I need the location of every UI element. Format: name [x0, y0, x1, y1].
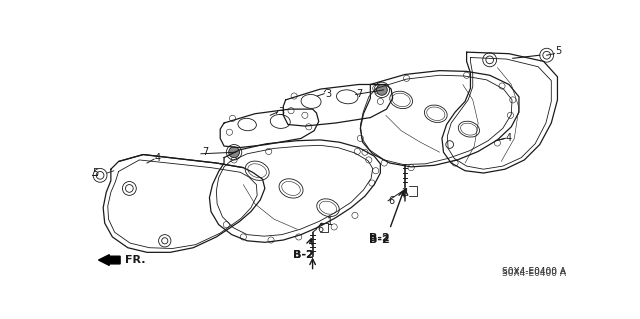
Text: B-2: B-2 — [293, 250, 314, 260]
Text: B-2: B-2 — [293, 250, 314, 260]
Text: 2: 2 — [401, 188, 408, 198]
Text: 6: 6 — [389, 196, 395, 206]
Text: FR.: FR. — [125, 255, 146, 265]
Text: 1: 1 — [326, 217, 333, 227]
Text: 5: 5 — [92, 168, 99, 178]
Circle shape — [376, 85, 387, 95]
Text: S0X4-E0400 A: S0X4-E0400 A — [502, 267, 566, 276]
Text: 6: 6 — [317, 224, 323, 234]
Text: 3: 3 — [278, 107, 284, 117]
Text: 5: 5 — [555, 46, 561, 56]
Text: S0X4-E0400 A: S0X4-E0400 A — [502, 269, 566, 278]
FancyArrow shape — [99, 255, 120, 265]
Text: B-2: B-2 — [369, 234, 390, 243]
Text: 7: 7 — [356, 89, 363, 99]
Circle shape — [228, 147, 239, 158]
Text: B-2: B-2 — [369, 235, 390, 245]
Text: 7: 7 — [202, 147, 208, 157]
Text: 3: 3 — [325, 89, 331, 99]
Text: 4: 4 — [155, 152, 161, 163]
Text: 4: 4 — [506, 133, 512, 143]
